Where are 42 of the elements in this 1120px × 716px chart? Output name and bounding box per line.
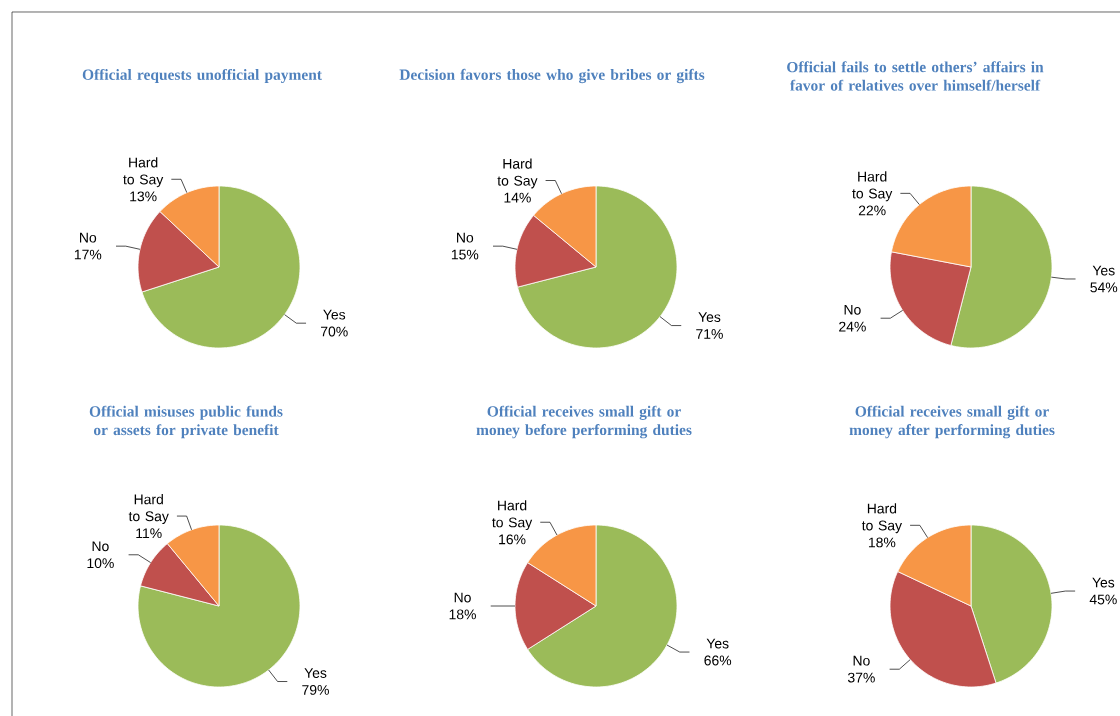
slice-label: Yes [1092, 577, 1115, 588]
data-label: 14% [504, 192, 531, 203]
slice-label: No [844, 304, 861, 315]
data-label: 71% [696, 329, 723, 339]
slice-label: No [80, 232, 97, 243]
data-label: 15% [451, 249, 479, 260]
data-label: 10% [87, 558, 114, 569]
slice-label: Hard to Say [128, 494, 169, 524]
slice-label: No [457, 232, 474, 243]
slice-label: No [92, 541, 109, 552]
data-label: 24% [839, 321, 866, 332]
data-label: 54% [1090, 282, 1118, 293]
data-label: 17% [74, 249, 102, 260]
slice-label: No [853, 655, 870, 666]
slice-label: Yes [304, 668, 327, 678]
chart-title: Official misuses public funds or assets for private benefit [89, 405, 283, 439]
slice-label: Yes [706, 638, 729, 649]
data-label: 16% [499, 534, 526, 545]
chart-title: Official receives small gift or money before performing duties [476, 405, 692, 439]
chart-title: Official requests unofficial payment [82, 68, 322, 84]
slice-label: Yes [698, 312, 721, 322]
chart-title: Decision favors those who give bribes or gifts [399, 68, 705, 84]
data-label: 79% [302, 684, 329, 695]
slice-label: Hard to Say [497, 158, 538, 189]
data-label: 22% [858, 205, 886, 216]
data-label: 45% [1089, 594, 1117, 605]
slice-label: Hard to Say [861, 503, 903, 534]
data-label: 18% [449, 609, 476, 620]
data-label: 70% [321, 326, 348, 337]
slice-label: No [454, 592, 471, 603]
data-label: 37% [847, 672, 875, 683]
slice-label: Yes [323, 309, 346, 320]
data-label: 11% [136, 528, 162, 539]
data-label: 13% [130, 191, 157, 202]
slice-label: Hard to Say [492, 500, 533, 531]
data-label: 66% [704, 655, 732, 666]
chart-title: Official receives small gift or money after performing duties [849, 405, 1055, 439]
chart-title: Official fails to settle others’ affairs in favor of relatives over himself/herself [787, 61, 1044, 91]
slice-label: Yes [1092, 265, 1115, 276]
slice-label: Hard to Say [852, 171, 893, 202]
slice-label: Hard to Say [123, 157, 164, 188]
data-label: 18% [868, 537, 896, 548]
